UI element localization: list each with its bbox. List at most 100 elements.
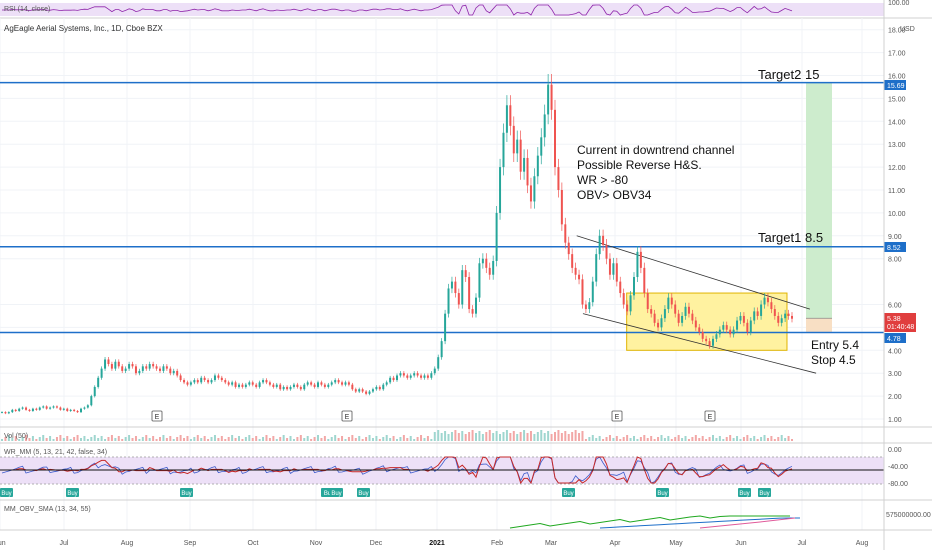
- candle: [361, 389, 364, 392]
- obv-label: MM_OBV_SMA (13, 34, 55): [4, 506, 91, 513]
- candle: [389, 377, 392, 383]
- candle: [705, 338, 708, 342]
- volume-bar: [234, 438, 237, 441]
- vol-label: Vol (50): [4, 433, 28, 440]
- volume-bar: [591, 435, 594, 441]
- candle: [244, 384, 247, 387]
- price-axis[interactable]: 18.00 17.00 16.00 15.00 14.00 13.00 12.00 11.00…: [888, 28, 906, 424]
- wr-tick-1: -40.00: [888, 464, 908, 471]
- volume-bar: [128, 435, 131, 441]
- buy-signal-badge: [180, 488, 193, 497]
- candle: [35, 408, 38, 410]
- target2-annotation: Target2 15: [758, 67, 819, 82]
- volume-bar: [38, 437, 41, 441]
- candle: [341, 382, 344, 385]
- candle: [739, 315, 742, 321]
- candle: [756, 311, 759, 316]
- candle: [454, 281, 457, 294]
- candle: [59, 407, 62, 410]
- candle: [784, 313, 787, 319]
- candle: [265, 380, 268, 383]
- time-axis[interactable]: Jun Jul Aug Sep Oct Nov Dec 2021 Feb Mar Apr May Jun…: [0, 540, 868, 547]
- candle: [626, 304, 629, 312]
- candle: [657, 322, 660, 328]
- time-tick-label: May: [669, 540, 683, 547]
- wr-label: WR_MM (5, 13, 21, 42, false, 34): [4, 449, 107, 456]
- loss-zone: [806, 318, 832, 333]
- candle: [169, 368, 172, 374]
- volume-bar: [35, 439, 38, 441]
- tag-stop-bg: [884, 333, 906, 343]
- candle: [207, 380, 210, 383]
- volume-bar: [107, 437, 110, 441]
- candle: [375, 386, 378, 390]
- volume-bar: [471, 430, 474, 441]
- volume-bar: [523, 430, 526, 441]
- buy-signal-label: Buy: [181, 491, 191, 497]
- candle: [292, 384, 295, 387]
- volume-bar: [45, 438, 48, 441]
- candle: [93, 386, 96, 397]
- candle: [162, 366, 165, 371]
- candle: [488, 267, 491, 275]
- price-tick-label: 12.00: [888, 165, 906, 172]
- volume-bar: [450, 432, 453, 441]
- volume-bar: [588, 437, 591, 441]
- price-panel[interactable]: AgEagle Aerial Systems, Inc., 1D, Cboe B…: [0, 18, 915, 530]
- volume-bar: [684, 436, 687, 441]
- volume-bar: [66, 436, 69, 441]
- note-line-3: WR > -80: [577, 173, 628, 187]
- candle: [595, 254, 598, 282]
- volume-bar: [42, 435, 45, 441]
- candle: [677, 313, 680, 323]
- candle: [196, 380, 199, 383]
- volume-bar: [468, 432, 471, 441]
- volume-bar: [189, 439, 192, 441]
- volume-bar: [399, 437, 402, 441]
- candle: [200, 377, 203, 383]
- candle: [571, 254, 574, 268]
- volume-bar: [28, 438, 31, 441]
- volume-bar: [732, 438, 735, 441]
- candle: [49, 407, 52, 409]
- volume-bar: [244, 437, 247, 441]
- candle: [791, 315, 793, 319]
- candle: [347, 382, 350, 385]
- candle: [18, 408, 21, 411]
- buy-signal-label: Buy: [759, 491, 769, 497]
- time-tick-label: Sep: [184, 540, 197, 547]
- volume-bar: [114, 438, 117, 441]
- candle: [529, 185, 532, 202]
- volume-bar: [358, 436, 361, 441]
- volume-panel: Vol (50): [1, 430, 793, 441]
- candle: [179, 375, 182, 381]
- volume-bar: [365, 437, 368, 441]
- volume-bar: [670, 439, 673, 441]
- candle: [183, 380, 186, 383]
- candle: [14, 409, 17, 411]
- wr-tick-0: 0.00: [888, 447, 902, 454]
- volume-bar: [49, 436, 52, 441]
- volume-bar: [344, 439, 347, 441]
- volume-bar: [492, 433, 495, 441]
- candle: [83, 407, 86, 409]
- candle: [461, 270, 464, 305]
- candle: [141, 366, 144, 371]
- long-position[interactable]: [806, 82, 832, 333]
- buy-signal-label: Buy: [1, 491, 11, 497]
- rectangle-zone[interactable]: [626, 292, 788, 351]
- channel-lines[interactable]: [576, 235, 817, 374]
- volume-bar: [292, 439, 295, 441]
- volume-bar: [766, 438, 769, 441]
- time-tick-label: Aug: [121, 540, 134, 547]
- candle: [564, 224, 567, 243]
- volume-bar: [560, 433, 563, 441]
- volume-bar: [416, 437, 419, 441]
- tag-stop: 4.78: [887, 336, 901, 343]
- candle: [148, 364, 151, 369]
- horizontal-levels[interactable]: [0, 81, 884, 334]
- candle: [605, 244, 608, 259]
- time-tick-label: Dec: [370, 540, 383, 547]
